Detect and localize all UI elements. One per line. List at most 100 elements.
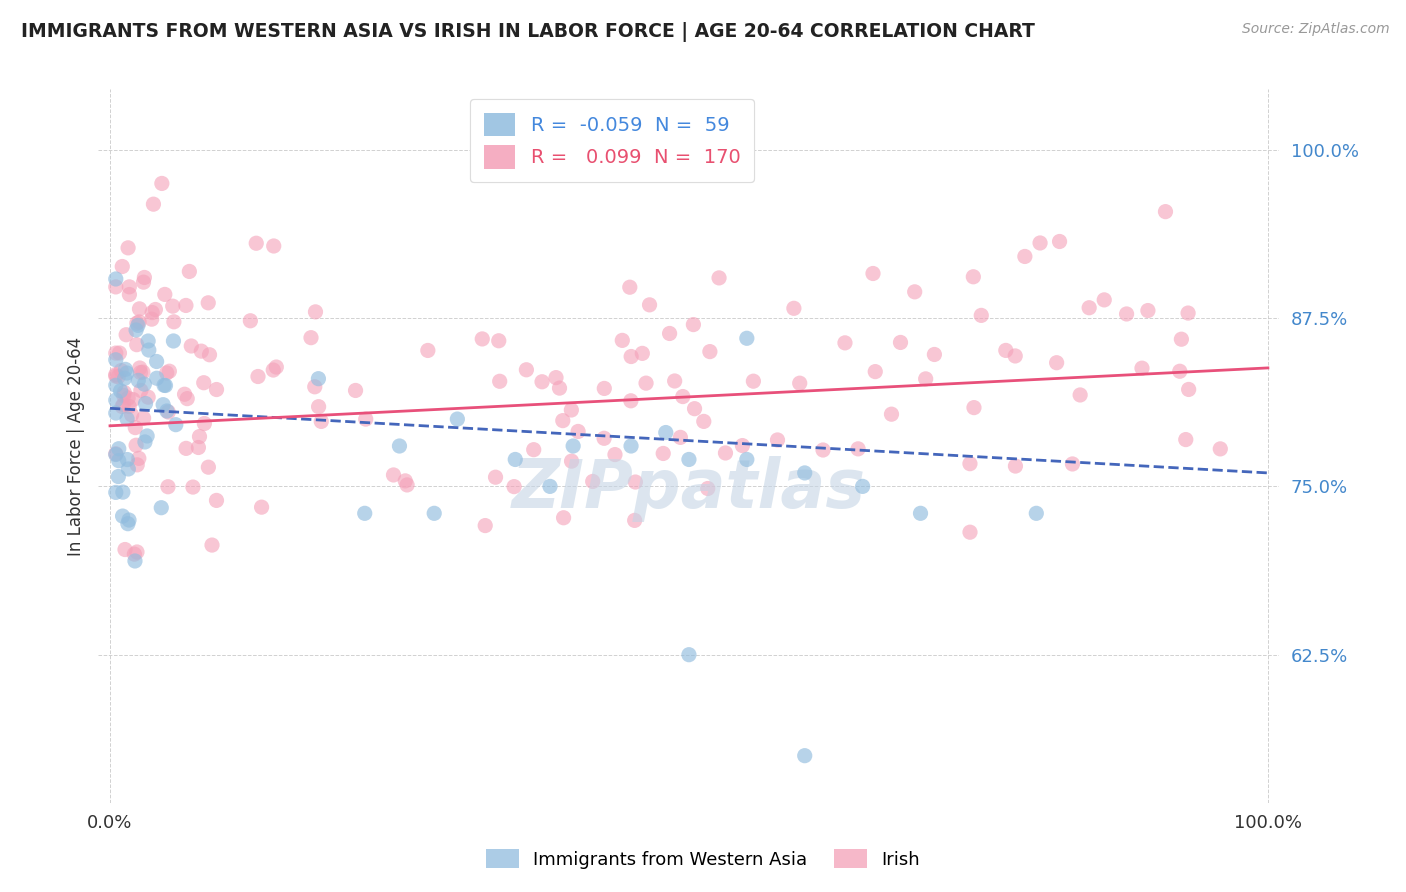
Point — [1174, 433, 1197, 447]
Point — [789, 376, 811, 391]
Point — [852, 479, 875, 493]
Point — [593, 431, 616, 445]
Point — [262, 363, 284, 377]
Point — [862, 267, 884, 281]
Point — [107, 453, 129, 467]
Point — [664, 374, 686, 388]
Point — [197, 460, 219, 475]
Point — [124, 547, 146, 561]
Point — [634, 376, 657, 391]
Point — [180, 339, 202, 353]
Point — [179, 264, 201, 278]
Point — [117, 462, 139, 476]
Point — [620, 350, 643, 364]
Point — [132, 275, 155, 289]
Point — [156, 366, 179, 380]
Point — [174, 298, 197, 312]
Point — [446, 412, 468, 426]
Point — [682, 318, 704, 332]
Point — [111, 509, 134, 524]
Point — [150, 500, 173, 515]
Point — [544, 370, 567, 384]
Point — [125, 323, 148, 337]
Point — [104, 447, 127, 461]
Point — [924, 347, 946, 361]
Point — [603, 448, 626, 462]
Point — [382, 467, 405, 482]
Point — [548, 381, 571, 395]
Point — [250, 500, 273, 515]
Point — [263, 239, 285, 253]
Point — [1029, 235, 1052, 250]
Point — [299, 331, 322, 345]
Point — [114, 371, 136, 385]
Point — [153, 287, 176, 301]
Point — [962, 269, 984, 284]
Point — [145, 302, 167, 317]
Point — [553, 510, 575, 524]
Point — [783, 301, 806, 316]
Point — [669, 430, 692, 444]
Point — [104, 352, 127, 367]
Point — [118, 287, 141, 301]
Point — [963, 401, 986, 415]
Point — [531, 375, 554, 389]
Point — [471, 332, 494, 346]
Point — [135, 396, 157, 410]
Point — [118, 513, 141, 527]
Point — [134, 270, 156, 285]
Point — [904, 285, 927, 299]
Point — [612, 334, 634, 348]
Point — [1092, 293, 1115, 307]
Point — [503, 452, 526, 467]
Point — [128, 451, 150, 466]
Point — [914, 372, 936, 386]
Point — [115, 327, 138, 342]
Point — [112, 388, 135, 402]
Point — [353, 506, 375, 520]
Point — [474, 518, 496, 533]
Point — [118, 280, 141, 294]
Point — [562, 439, 585, 453]
Point — [114, 542, 136, 557]
Point — [118, 400, 141, 414]
Point — [124, 554, 146, 568]
Point — [551, 414, 574, 428]
Point — [620, 439, 643, 453]
Point — [138, 343, 160, 357]
Point — [193, 417, 215, 431]
Point — [1069, 388, 1091, 402]
Point — [396, 478, 419, 492]
Point — [1130, 361, 1153, 376]
Point — [157, 405, 180, 419]
Point — [205, 383, 228, 397]
Point — [198, 348, 221, 362]
Point — [523, 442, 546, 457]
Point — [127, 318, 149, 333]
Point — [959, 525, 981, 540]
Point — [124, 420, 146, 434]
Point — [620, 393, 643, 408]
Point — [163, 315, 186, 329]
Point — [488, 374, 510, 388]
Point — [1115, 307, 1137, 321]
Point — [994, 343, 1017, 358]
Point — [655, 425, 678, 440]
Point — [162, 334, 184, 348]
Point — [246, 369, 269, 384]
Point — [155, 378, 177, 392]
Point — [127, 458, 149, 472]
Point — [107, 369, 129, 384]
Point — [683, 401, 706, 416]
Point — [110, 363, 132, 377]
Point — [128, 315, 150, 329]
Point — [1014, 250, 1036, 264]
Point — [307, 372, 329, 386]
Point — [187, 441, 209, 455]
Y-axis label: In Labor Force | Age 20-64: In Labor Force | Age 20-64 — [66, 336, 84, 556]
Point — [174, 442, 197, 456]
Point — [880, 407, 903, 421]
Point — [304, 380, 326, 394]
Point — [593, 381, 616, 395]
Point — [567, 425, 589, 439]
